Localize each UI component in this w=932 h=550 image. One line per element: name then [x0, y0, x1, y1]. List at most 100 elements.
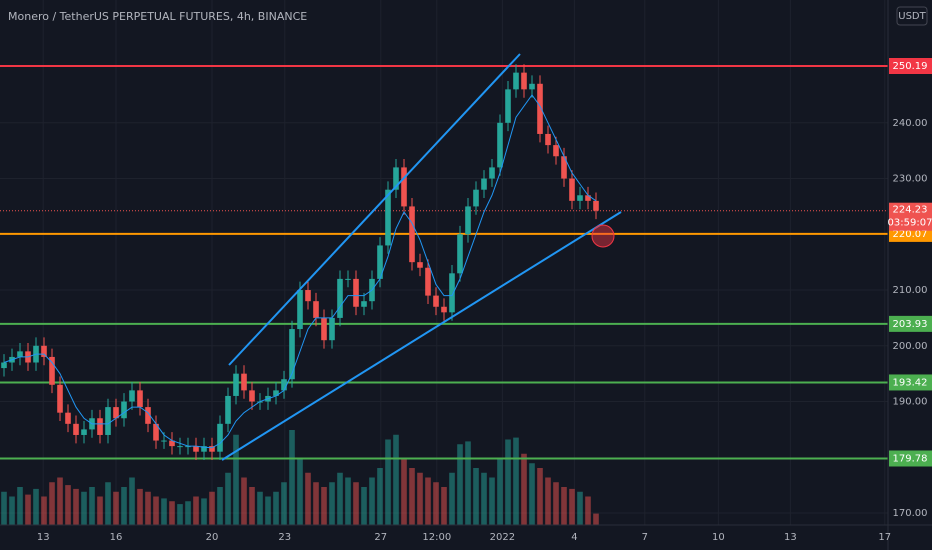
volume-bar	[457, 444, 463, 525]
candle-body	[593, 200, 599, 211]
volume-bar	[105, 482, 111, 525]
x-tick-label: 2022	[490, 532, 515, 543]
volume-bar	[265, 496, 271, 525]
candle-body	[281, 379, 287, 391]
volume-bar	[369, 477, 375, 525]
volume-bar	[121, 487, 127, 525]
x-tick-label: 13	[37, 532, 50, 543]
volume-bar	[185, 501, 191, 525]
volume-bar	[209, 491, 215, 525]
level-tag	[889, 374, 932, 391]
candle-body	[465, 206, 471, 235]
volume-bar	[81, 491, 87, 525]
candle-body	[249, 390, 255, 402]
highlight-circle	[591, 224, 615, 248]
volume-bar	[497, 458, 503, 525]
candle-body	[385, 189, 391, 246]
x-tick-label: 10	[712, 532, 725, 543]
candle-body	[441, 306, 447, 313]
candle-body	[561, 156, 567, 179]
volume-bar	[241, 477, 247, 525]
volume-bar	[569, 488, 575, 525]
candle-body	[129, 390, 135, 402]
last-price-tag	[889, 202, 932, 231]
candle-body	[425, 267, 431, 296]
volume-bar	[449, 472, 455, 525]
candle-body	[577, 195, 583, 201]
volume-bar	[385, 439, 391, 525]
volume-bar	[441, 487, 447, 525]
volume-bar	[521, 453, 527, 525]
volume-bar	[353, 482, 359, 525]
candle-body	[537, 83, 543, 134]
y-tick-label: 230.00	[893, 174, 928, 185]
volume-bar	[401, 458, 407, 525]
candle-body	[225, 395, 231, 424]
candle-body	[321, 317, 327, 341]
candle-body	[217, 423, 223, 452]
volume-bar	[513, 437, 519, 525]
candle-body	[121, 401, 127, 419]
level-tag	[889, 315, 932, 332]
volume-bar	[201, 498, 207, 525]
candle-body	[489, 167, 495, 179]
volume-bar	[553, 482, 559, 525]
volume-bar	[65, 485, 71, 525]
x-tick-label: 17	[878, 532, 891, 543]
currency-label[interactable]: USDT	[898, 11, 926, 22]
candle-body	[73, 423, 79, 435]
volume-bar	[345, 477, 351, 525]
candle-body	[169, 440, 175, 447]
trend-line	[228, 53, 521, 366]
candle-body	[433, 295, 439, 307]
currency-button[interactable]	[896, 6, 928, 26]
volume-bar	[433, 482, 439, 525]
volume-bar	[169, 501, 175, 525]
candle-body	[417, 262, 423, 268]
level-label: 203.93	[893, 319, 928, 330]
candle-body	[41, 345, 47, 357]
x-tick-label: 16	[110, 532, 123, 543]
candle-body	[289, 329, 295, 380]
candle-body	[529, 83, 535, 90]
volume-bar	[585, 496, 591, 525]
volume-bar	[161, 498, 167, 525]
candle-body	[337, 278, 343, 318]
y-tick-label: 240.00	[893, 118, 928, 129]
candle-body	[305, 290, 311, 302]
x-tick-label: 20	[206, 532, 219, 543]
volume-bar	[193, 496, 199, 525]
volume-bar	[137, 488, 143, 525]
volume-bar	[89, 487, 95, 525]
y-tick-label: 200.00	[893, 341, 928, 352]
candle-body	[409, 206, 415, 263]
volume-bar	[1, 491, 7, 525]
candle-body	[569, 178, 575, 201]
volume-bar	[25, 494, 31, 525]
x-tick-label: 12:00	[422, 532, 451, 543]
x-tick-label: 7	[642, 532, 648, 543]
levels	[0, 65, 888, 460]
candle-body	[553, 145, 559, 157]
candle-body	[17, 351, 23, 357]
volume-bar	[505, 439, 511, 525]
volume-bar	[361, 487, 367, 525]
candle-body	[353, 278, 359, 307]
candle-body	[329, 317, 335, 341]
candle-body	[393, 167, 399, 190]
candle-body	[241, 373, 247, 391]
candle-body	[297, 290, 303, 330]
candle-body	[513, 72, 519, 90]
volume-bar	[33, 488, 39, 525]
level-label: 220.07	[893, 229, 928, 240]
candle-body	[585, 195, 591, 201]
y-tick-label: 210.00	[893, 285, 928, 296]
candle-body	[345, 278, 351, 280]
volume-bar	[337, 472, 343, 525]
level-tag	[889, 58, 932, 75]
candle-body	[161, 440, 167, 442]
volume-bar	[217, 487, 223, 525]
volume-bar	[233, 434, 239, 525]
volume-bar	[113, 491, 119, 525]
volume-bar	[321, 487, 327, 525]
